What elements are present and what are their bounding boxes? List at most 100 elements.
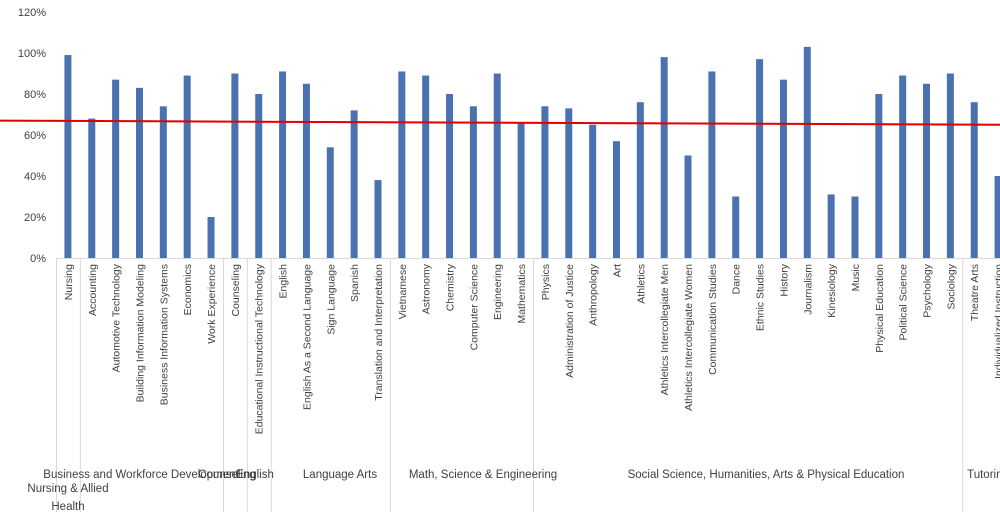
group-label: English — [236, 469, 274, 481]
x-axis: Nursing Accounting Automotive Technology Bu… — [56, 258, 1000, 434]
x-tick-label: Sociology — [945, 263, 957, 309]
x-tick-label: Art — [611, 264, 623, 278]
bar — [946, 73, 954, 258]
bar — [493, 73, 501, 258]
x-tick-label: Accounting — [87, 264, 99, 316]
x-tick-label: Vietnamese — [397, 264, 409, 319]
bar — [159, 106, 167, 258]
x-tick-label: Athletics — [635, 264, 647, 304]
bar — [684, 155, 692, 258]
bar — [589, 124, 597, 258]
group-label: Math, Science & Engineering — [409, 469, 557, 481]
x-tick-label: Anthropology — [588, 263, 600, 326]
y-tick-label: 60% — [24, 130, 46, 142]
x-tick-label: Astronomy — [421, 263, 433, 314]
bar — [541, 106, 549, 258]
bar — [326, 147, 334, 258]
x-tick-label: Communication Studies — [707, 264, 719, 375]
x-tick-label: Chemistry — [445, 263, 457, 311]
bar — [374, 180, 382, 258]
bar — [732, 196, 740, 258]
x-tick-label: Athletics Intercollegiate Men — [659, 264, 671, 395]
y-tick-label: 40% — [24, 171, 46, 183]
group-label: Counseling — [198, 469, 256, 481]
bar — [660, 57, 668, 258]
bar — [135, 87, 143, 258]
bar — [446, 94, 454, 258]
x-tick-label: Kinesiology — [826, 263, 838, 317]
x-tick-label: Mathematics — [516, 264, 528, 324]
x-tick-label: Building Information Modeling — [134, 264, 146, 402]
reference-line — [0, 119, 1000, 126]
bar — [708, 71, 716, 258]
bar — [565, 108, 573, 258]
bar — [350, 110, 358, 259]
bar — [469, 106, 477, 258]
y-tick-label: 20% — [24, 212, 46, 224]
x-tick-label: Individualized Instruction — [993, 264, 1000, 379]
x-tick-label: Physical Education — [874, 264, 886, 353]
x-tick-label: Administration of Justice — [564, 264, 576, 378]
group-label: Language Arts — [303, 469, 377, 481]
bar — [756, 59, 764, 259]
y-tick-label: 0% — [30, 253, 46, 265]
x-tick-label: English As a Second Language — [301, 264, 313, 410]
x-tick-label: Athletics Intercollegiate Women — [683, 264, 695, 411]
bar — [923, 83, 931, 258]
x-tick-label: Engineering — [492, 264, 504, 320]
bar — [899, 75, 907, 258]
bar — [803, 46, 811, 258]
x-tick-label: Music — [850, 264, 862, 291]
x-tick-label: Physics — [540, 264, 552, 300]
x-tick-label: Automotive Technology — [111, 263, 123, 372]
x-tick-label: Sign Language — [325, 264, 337, 335]
x-tick-label: English — [278, 264, 290, 299]
bar — [851, 196, 859, 258]
x-tick-label: Ethnic Studies — [755, 264, 767, 331]
bar — [231, 73, 239, 258]
bar — [183, 75, 191, 258]
bar — [112, 79, 120, 259]
x-tick-label: Political Science — [898, 264, 910, 341]
bar — [994, 176, 1000, 258]
bar — [255, 94, 263, 258]
bar — [64, 55, 72, 258]
group-label: Tutoring — [967, 469, 1000, 481]
bar — [612, 141, 620, 258]
x-tick-label: History — [778, 263, 790, 296]
reference-line-layer — [0, 119, 1000, 126]
x-tick-label: Dance — [731, 264, 743, 295]
bar — [398, 71, 406, 258]
bar — [970, 102, 978, 258]
x-tick-label: Journalism — [802, 264, 814, 315]
bar — [517, 122, 525, 258]
group-label: Nursing & Allied Health — [27, 483, 108, 512]
x-tick-label: Translation and Interpretation — [373, 264, 385, 401]
x-tick-label: Educational Instructional Technology — [254, 263, 266, 434]
group-axis: Nursing & Allied Health Business and Workf… — [27, 258, 1000, 512]
bar — [279, 71, 287, 258]
x-tick-label: Psychology — [922, 263, 934, 317]
y-tick-label: 120% — [18, 7, 46, 19]
group-label: Social Science, Humanities, Arts & Physi… — [628, 469, 905, 481]
bar — [422, 75, 430, 258]
y-tick-label: 80% — [24, 89, 46, 101]
x-tick-label: Theatre Arts — [969, 264, 981, 321]
bar — [88, 118, 96, 258]
x-tick-label: Spanish — [349, 264, 361, 302]
bars — [64, 46, 1000, 259]
x-tick-label: Computer Science — [468, 264, 480, 351]
bar — [207, 217, 215, 258]
y-axis: 0% 20% 40% 60% 80% 100% 120% — [18, 7, 46, 265]
x-tick-label: Counseling — [230, 264, 242, 317]
y-tick-label: 100% — [18, 48, 46, 60]
x-tick-label: Nursing — [63, 264, 75, 300]
group-label: Business and Workforce Development — [43, 469, 239, 481]
x-tick-label: Business Information Systems — [158, 264, 170, 405]
bar — [875, 94, 883, 258]
bar — [636, 102, 644, 258]
x-tick-label: Economics — [182, 264, 194, 315]
bar — [827, 194, 835, 258]
x-tick-label: Work Experience — [206, 264, 218, 344]
